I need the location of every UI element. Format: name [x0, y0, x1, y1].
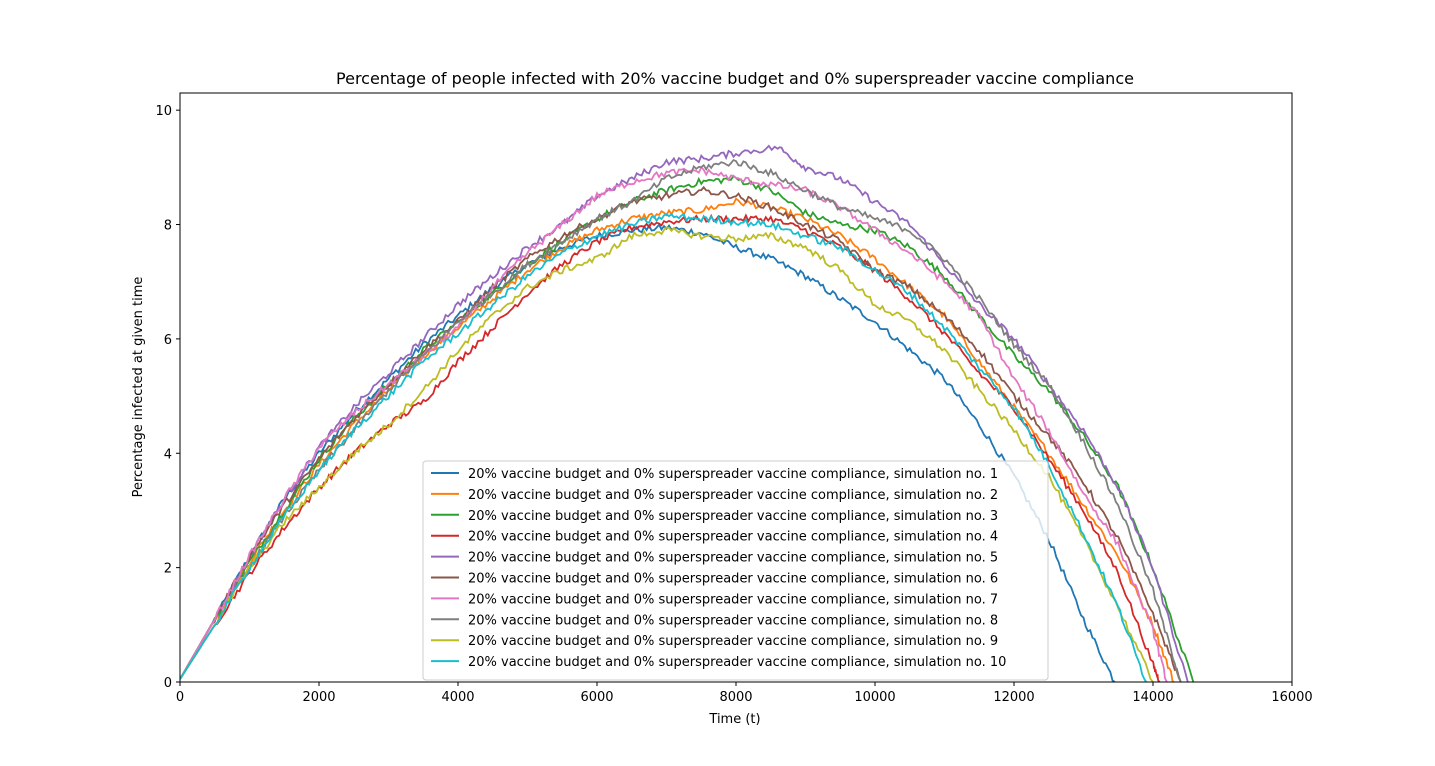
- y-axis-label: Percentage infected at given time: [131, 277, 146, 498]
- x-tick-label: 2000: [302, 690, 335, 705]
- series-line-5: [180, 144, 1189, 682]
- y-tick-label: 8: [164, 219, 172, 234]
- x-tick-label: 8000: [719, 690, 752, 705]
- x-tick-label: 14000: [1132, 690, 1173, 705]
- y-tick-label: 10: [155, 104, 172, 119]
- series-line-10: [180, 212, 1147, 682]
- x-axis-label: Time (t): [708, 712, 760, 727]
- series-line-3: [180, 174, 1195, 682]
- legend-entry-8: 20% vaccine budget and 0% superspreader …: [468, 613, 998, 628]
- x-tick-label: 6000: [580, 690, 613, 705]
- legend-entry-10: 20% vaccine budget and 0% superspreader …: [468, 655, 1006, 670]
- legend-entry-2: 20% vaccine budget and 0% superspreader …: [468, 488, 998, 503]
- series-line-9: [180, 226, 1154, 682]
- series-line-7: [180, 165, 1168, 682]
- x-tick-label: 0: [176, 690, 184, 705]
- chart-title: Percentage of people infected with 20% v…: [336, 69, 1134, 88]
- y-tick-label: 4: [164, 447, 172, 462]
- legend-entry-4: 20% vaccine budget and 0% superspreader …: [468, 530, 998, 545]
- legend-entry-1: 20% vaccine budget and 0% superspreader …: [468, 467, 998, 482]
- legend-entry-6: 20% vaccine budget and 0% superspreader …: [468, 572, 998, 587]
- x-axis: 0 2000 4000 6000 8000 10000 12000 14000 16000: [176, 682, 1313, 705]
- x-tick-label: 4000: [441, 690, 474, 705]
- x-tick-label: 10000: [854, 690, 895, 705]
- y-tick-label: 2: [164, 562, 172, 577]
- legend-box: [422, 460, 1049, 681]
- legend-entry-7: 20% vaccine budget and 0% superspreader …: [468, 592, 998, 607]
- legend: 20% vaccine budget and 0% superspreader …: [422, 460, 1049, 681]
- x-tick-label: 16000: [1271, 690, 1312, 705]
- legend-entry-5: 20% vaccine budget and 0% superspreader …: [468, 551, 998, 566]
- y-tick-label: 6: [164, 333, 172, 348]
- legend-entry-9: 20% vaccine budget and 0% superspreader …: [468, 634, 998, 649]
- legend-entry-3: 20% vaccine budget and 0% superspreader …: [468, 509, 998, 524]
- y-axis: 0 2 4 6 8 10: [155, 104, 180, 691]
- y-tick-label: 0: [164, 676, 172, 691]
- series-line-6: [180, 185, 1182, 682]
- x-tick-label: 12000: [993, 690, 1034, 705]
